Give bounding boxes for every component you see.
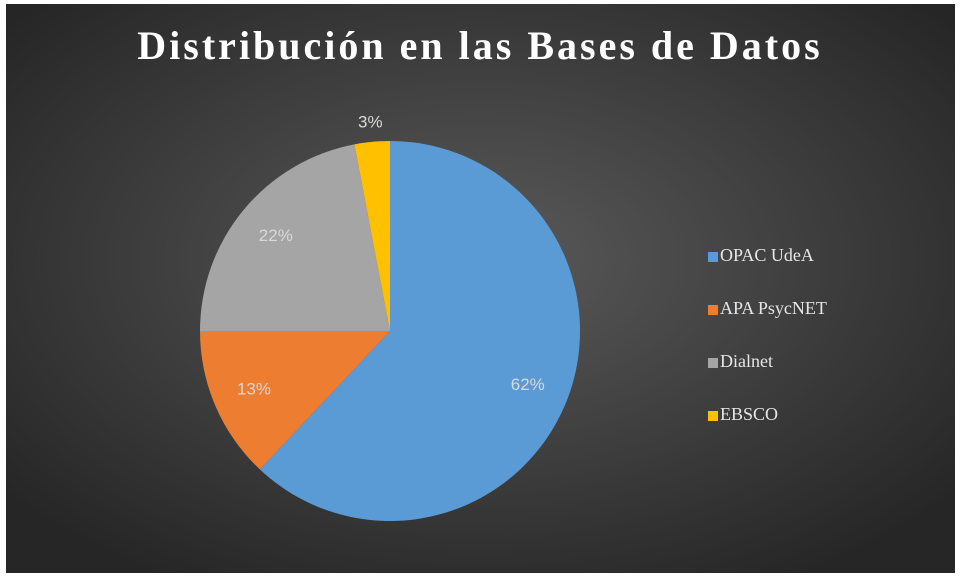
legend-label: Dialnet: [720, 351, 773, 371]
legend-swatch: [708, 305, 718, 315]
legend-swatch: [708, 252, 718, 262]
pie-slice: [200, 331, 390, 470]
pie-slice: [354, 141, 390, 331]
legend-label: OPAC UdeA: [720, 245, 814, 265]
data-label: 13%: [237, 379, 271, 398]
pie-slice: [200, 144, 390, 331]
legend-swatch: [708, 358, 718, 368]
legend-label: APA PsycNET: [720, 298, 827, 318]
legend-label: EBSCO: [720, 404, 778, 424]
data-label: 62%: [511, 375, 545, 394]
chart-title: Distribución en las Bases de Datos: [137, 23, 822, 68]
pie-slice: [259, 141, 580, 521]
data-label: 22%: [259, 226, 293, 245]
legend-swatch: [708, 411, 718, 421]
data-label: 3%: [358, 112, 383, 131]
